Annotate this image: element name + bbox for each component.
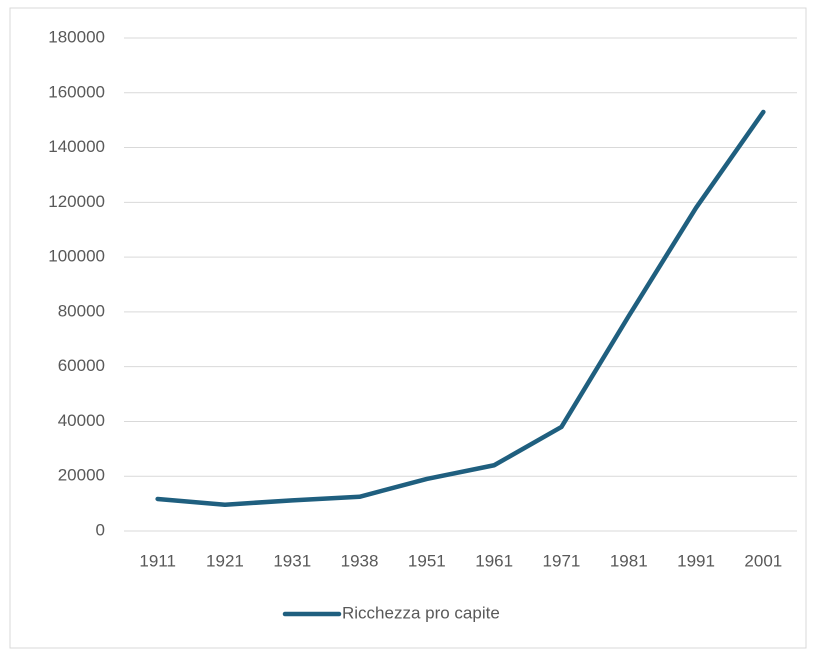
x-tick-label: 1961: [475, 551, 513, 570]
y-tick-label: 180000: [48, 27, 105, 46]
x-tick-label: 1911: [139, 551, 176, 570]
y-tick-label: 100000: [48, 247, 105, 266]
legend-label: Ricchezza pro capite: [342, 603, 500, 622]
x-tick-label: 2001: [744, 551, 782, 570]
x-tick-label: 1931: [273, 551, 311, 570]
x-tick-label: 1938: [341, 551, 379, 570]
line-series: [155, 109, 766, 507]
x-tick-label: 1971: [543, 551, 581, 570]
chart-frame: [9, 7, 807, 649]
y-tick-label: 160000: [48, 82, 105, 101]
y-tick-label: 40000: [58, 411, 105, 430]
y-tick-label: 20000: [58, 466, 105, 485]
y-tick-label: 80000: [58, 301, 105, 320]
x-tick-label: 1981: [610, 551, 648, 570]
y-tick-label: 0: [96, 520, 105, 539]
y-tick-label: 60000: [58, 356, 105, 375]
y-tick-label: 140000: [48, 137, 105, 156]
x-tick-label: 1951: [408, 551, 446, 570]
x-tick-label: 1991: [677, 551, 715, 570]
y-tick-label: 120000: [48, 192, 105, 211]
x-tick-label: 1921: [206, 551, 244, 570]
